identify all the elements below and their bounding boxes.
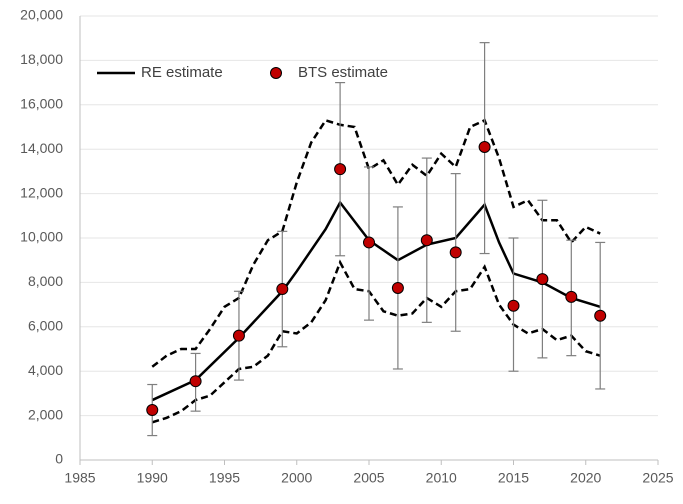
bound-line xyxy=(151,259,601,424)
y-tick-label: 18,000 xyxy=(20,51,63,67)
y-tick-label: 16,000 xyxy=(20,96,63,112)
legend-label: BTS estimate xyxy=(298,64,388,81)
y-tick-label: 14,000 xyxy=(20,140,63,156)
marker xyxy=(449,246,462,259)
x-tick-label: 2025 xyxy=(642,470,673,486)
marker xyxy=(334,163,347,176)
marker xyxy=(507,299,520,312)
x-tick-label: 2010 xyxy=(426,470,457,486)
y-tick-label: 20,000 xyxy=(20,7,63,23)
marker xyxy=(146,404,159,417)
marker xyxy=(420,234,433,247)
marker xyxy=(594,309,607,322)
marker xyxy=(276,283,289,296)
marker xyxy=(189,375,202,388)
marker xyxy=(536,273,549,286)
x-tick-label: 1990 xyxy=(137,470,168,486)
y-tick-label: 4,000 xyxy=(28,362,63,378)
x-tick-label: 1995 xyxy=(209,470,240,486)
bound-line xyxy=(151,118,601,368)
x-tick-label: 2015 xyxy=(498,470,529,486)
legend-label: RE estimate xyxy=(141,64,223,81)
y-tick-label: 0 xyxy=(55,451,63,467)
y-tick-label: 6,000 xyxy=(28,318,63,334)
y-tick-label: 8,000 xyxy=(28,273,63,289)
marker xyxy=(565,290,578,303)
y-tick-label: 12,000 xyxy=(20,184,63,200)
marker xyxy=(478,140,491,153)
x-tick-label: 2020 xyxy=(570,470,601,486)
marker xyxy=(391,281,404,294)
y-tick-label: 2,000 xyxy=(28,406,63,422)
marker xyxy=(363,236,375,249)
legend-swatch xyxy=(270,67,282,79)
x-tick-label: 1985 xyxy=(64,470,95,486)
y-tick-label: 10,000 xyxy=(20,229,63,245)
legend: RE estimate BTS estimate xyxy=(97,64,388,81)
x-tick-label: 2000 xyxy=(281,470,312,486)
x-tick-label: 2005 xyxy=(353,470,384,486)
marker xyxy=(232,329,245,342)
